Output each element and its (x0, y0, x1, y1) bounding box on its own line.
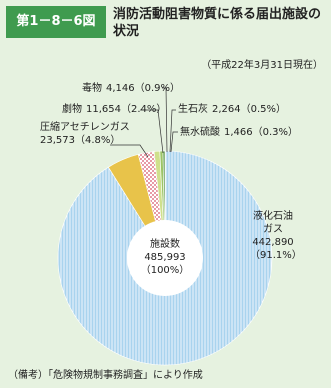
category: 劇物 (62, 104, 82, 115)
slice-label: 生石灰 2,264（0.5%） (178, 103, 286, 116)
total: 485,993 (144, 252, 186, 263)
category: 無水硫酸 (180, 127, 220, 138)
center-label: 施設数 (150, 239, 180, 250)
category: 生石灰 (178, 104, 208, 115)
slice-label: 圧縮アセチレンガス 23,573（4.8%） (40, 121, 130, 147)
value-label: 23,573（4.8%） (40, 135, 121, 146)
slice-label: 無水硫酸 1,466（0.3%） (180, 126, 298, 139)
center-text: 施設数 485,993 （100%） (125, 238, 205, 277)
slice-label: 液化石油ガス 442,890（91.1%） (250, 210, 302, 262)
chart-title: 消防活動阻害物質に係る届出施設の状況 (113, 7, 322, 39)
subtitle: （平成22年3月31日現在） (201, 60, 323, 71)
category: 液化石油ガス (253, 211, 293, 235)
value-label: 1,466（0.3%） (224, 127, 299, 138)
slice-label: 毒物 4,146（0.9%） (82, 82, 180, 95)
category: 圧縮アセチレンガス (40, 122, 130, 133)
leader-lines (110, 87, 178, 158)
note: （備考）「危険物規制事務調査」により作成 (8, 370, 203, 381)
category: 毒物 (82, 83, 102, 94)
value-label: 2,264（0.5%） (212, 104, 287, 115)
slice-label: 劇物 11,654（2.4%） (62, 103, 166, 116)
figure-label: 第1－8－6図 (6, 6, 106, 38)
value-label: 11,654（2.4%） (86, 104, 167, 115)
value-label: 4,146（0.9%） (106, 83, 181, 94)
value-label: 442,890（91.1%） (250, 237, 302, 261)
donut-hole (127, 220, 203, 296)
total-percent: （100%） (140, 265, 190, 276)
